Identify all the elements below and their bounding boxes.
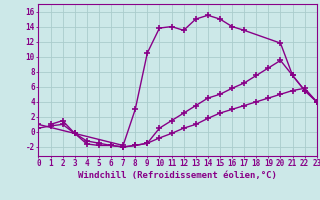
X-axis label: Windchill (Refroidissement éolien,°C): Windchill (Refroidissement éolien,°C) [78,171,277,180]
